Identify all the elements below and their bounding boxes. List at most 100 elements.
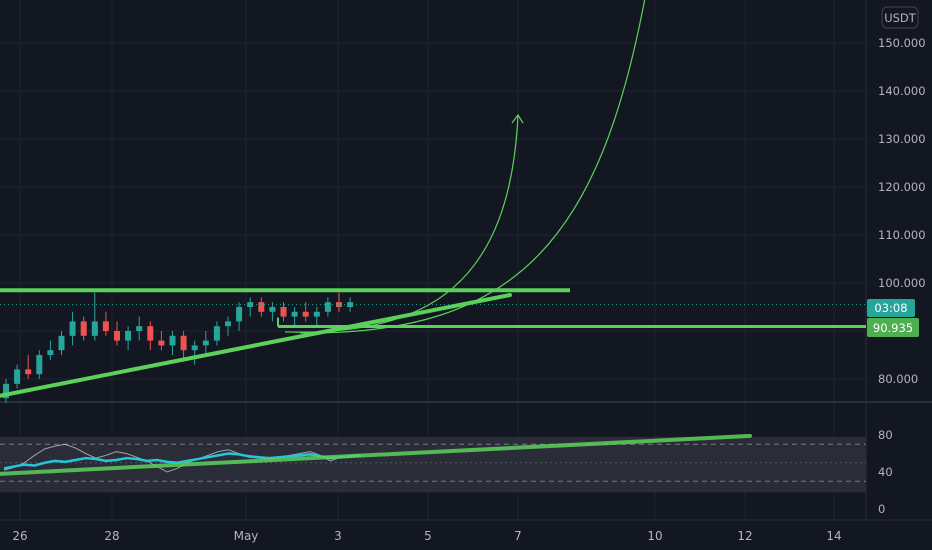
candle[interactable]: [213, 321, 220, 346]
candle[interactable]: [302, 302, 309, 322]
candle-body: [191, 345, 198, 351]
price-tick-label: 120.000: [878, 180, 926, 194]
countdown-badge: 03:08: [867, 299, 915, 317]
date-tick-label: 26: [12, 529, 27, 543]
indicator-tick-label: 40: [878, 465, 893, 479]
candle[interactable]: [324, 297, 331, 317]
indicator-tick-label: 80: [878, 428, 893, 442]
indicator-band: [0, 436, 866, 493]
candle[interactable]: [91, 292, 98, 341]
candle[interactable]: [58, 331, 65, 355]
level-price-badge: 90.935: [867, 318, 919, 337]
date-tick-label: 14: [826, 529, 841, 543]
candle-body: [236, 307, 243, 322]
candle-body: [291, 311, 298, 317]
indicator-trendline[interactable]: [0, 433, 752, 476]
candle[interactable]: [347, 297, 354, 312]
price-axis[interactable]: USDT 150.000 140.000 130.000 120.000 110.000 1…: [878, 6, 926, 516]
candle[interactable]: [236, 302, 243, 331]
candle-body: [47, 350, 54, 355]
candle-body: [324, 302, 331, 312]
price-tick-label: 100.000: [878, 276, 926, 290]
candle[interactable]: [336, 292, 342, 312]
candle-body: [136, 326, 143, 331]
candle-body: [225, 321, 231, 327]
date-tick-label: May: [234, 529, 259, 543]
candle[interactable]: [313, 307, 320, 327]
price-tick-label: 80.000: [878, 372, 918, 386]
candle-body: [269, 307, 276, 312]
candle-body: [14, 369, 21, 384]
candle[interactable]: [136, 316, 143, 341]
candle-body: [58, 335, 65, 351]
candle-body: [91, 321, 98, 336]
candle-body: [347, 302, 354, 307]
candle-body: [102, 321, 109, 331]
candle-body: [125, 331, 132, 341]
date-tick-label: 12: [737, 529, 752, 543]
candle[interactable]: [114, 321, 120, 346]
candle-body: [147, 326, 154, 341]
projection-arrow-short[interactable]: [284, 114, 519, 333]
candle-body: [213, 326, 220, 341]
countdown-badge-label: 03:08: [874, 301, 907, 315]
candle-body: [114, 331, 120, 341]
candle[interactable]: [180, 331, 187, 360]
candle-body: [280, 307, 287, 317]
date-tick-label: 5: [424, 529, 432, 543]
candle-body: [169, 335, 176, 346]
candle[interactable]: [169, 331, 176, 355]
candle-body: [247, 302, 254, 307]
candle[interactable]: [191, 340, 198, 365]
candle[interactable]: [36, 350, 43, 379]
currency-badge[interactable]: USDT: [881, 6, 919, 29]
candle[interactable]: [291, 307, 298, 327]
candle-body: [302, 311, 309, 317]
price-tick-label: 130.000: [878, 132, 926, 146]
indicator-line: [3, 452, 362, 470]
currency-badge-label: USDT: [884, 11, 917, 25]
projection-arrow-long[interactable]: [299, 0, 646, 334]
candle[interactable]: [280, 302, 287, 322]
indicator-tick-label: 0: [878, 502, 885, 516]
candle-body: [25, 369, 32, 375]
candle-body: [3, 383, 9, 399]
candle[interactable]: [147, 321, 154, 351]
candle-body: [36, 355, 43, 375]
level-price-badge-box: [867, 318, 919, 337]
candles[interactable]: [3, 292, 354, 403]
countdown-badge-box: [867, 299, 915, 317]
candle[interactable]: [202, 331, 209, 355]
candle[interactable]: [69, 311, 76, 346]
price-tick-label: 140.000: [878, 84, 926, 98]
date-tick-label: 7: [514, 529, 522, 543]
candle[interactable]: [80, 316, 87, 341]
candle[interactable]: [25, 355, 32, 379]
price-badges: 03:08 90.935: [867, 299, 919, 337]
candle[interactable]: [247, 297, 254, 317]
candle[interactable]: [158, 331, 165, 351]
candle-body: [158, 340, 165, 346]
level-price-badge-label: 90.935: [873, 321, 913, 335]
candle-body: [180, 335, 187, 351]
trend-drawings[interactable]: [0, 0, 866, 398]
candle[interactable]: [102, 311, 109, 336]
candle[interactable]: [14, 364, 21, 389]
ascending-trendline[interactable]: [0, 293, 512, 398]
candle[interactable]: [269, 302, 276, 322]
candle[interactable]: [3, 379, 9, 403]
candle[interactable]: [125, 326, 132, 351]
date-tick-label: 3: [334, 529, 342, 543]
candle[interactable]: [258, 297, 265, 317]
currency-badge-box: [881, 6, 919, 29]
candle-body: [69, 321, 76, 336]
projection-arrowhead: [511, 113, 524, 124]
candle-body: [258, 302, 265, 312]
date-tick-label: 10: [647, 529, 662, 543]
candle[interactable]: [225, 316, 231, 336]
date-tick-label: 28: [104, 529, 119, 543]
date-axis[interactable]: 26 28 May 3 5 7 10 12 14: [12, 529, 841, 543]
candle[interactable]: [47, 340, 54, 360]
indicator-panel[interactable]: [0, 433, 866, 493]
